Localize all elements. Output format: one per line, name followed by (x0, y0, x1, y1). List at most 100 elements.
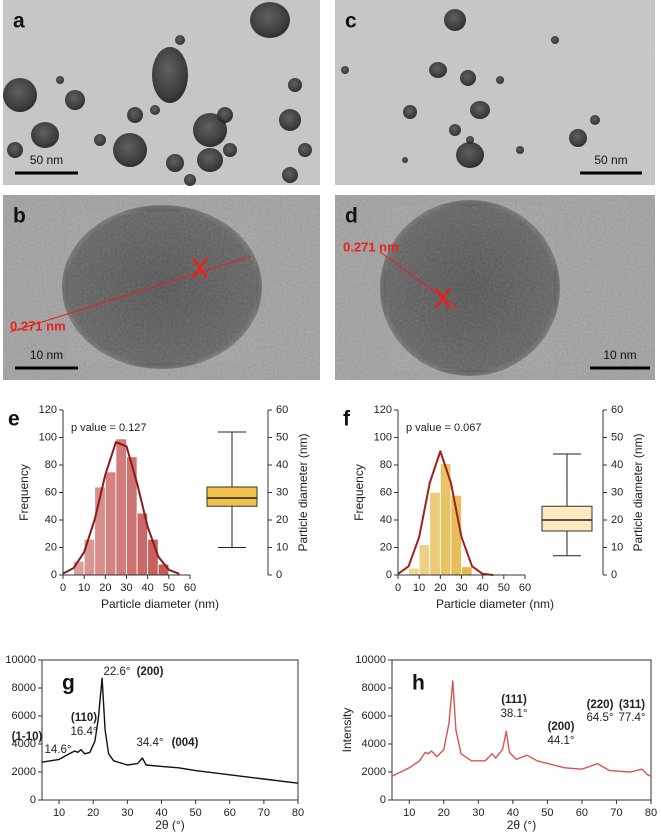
x-tick-label: 0 (395, 582, 401, 594)
y-tick-label: 80 (380, 459, 392, 471)
nanoparticle (94, 134, 106, 146)
nanoparticle (298, 143, 312, 157)
y2-axis-title: Particle diameter (nm) (631, 433, 645, 551)
x-tick-label: 80 (645, 807, 657, 819)
y-tick-label: 100 (39, 431, 57, 443)
x-tick-label: 50 (189, 807, 201, 819)
y2-tick-label: 20 (276, 514, 288, 526)
x-tick-label: 20 (87, 807, 99, 819)
histogram-bar (104, 471, 117, 576)
nanoparticle (193, 113, 227, 147)
y2-tick-label: 60 (276, 404, 288, 416)
p-value: p value = 0.067 (406, 422, 482, 434)
y2-tick-label: 30 (611, 486, 623, 498)
nanoparticle (429, 62, 447, 78)
x-tick-label: 20 (438, 807, 450, 819)
histogram-bar (461, 566, 473, 576)
x-tick-label: 50 (541, 807, 553, 819)
peak-annotation: (1-10) (12, 731, 43, 743)
xrd-line (391, 680, 652, 777)
nanoparticle (223, 143, 237, 157)
nanoparticle (150, 105, 160, 115)
y-tick-label: 100 (374, 431, 392, 443)
y-tick-label: 0 (380, 794, 386, 806)
plot-frame (41, 659, 299, 801)
lattice-spacing: 0.271 nm (10, 318, 66, 333)
panel-label: c (345, 10, 357, 33)
lattice-line (9, 255, 253, 333)
nanoparticle-texture (386, 206, 554, 370)
peak-annotation: (200) (137, 666, 164, 678)
nanoparticle (282, 167, 298, 183)
y2-axis-title: Particle diameter (nm) (296, 433, 310, 551)
y-tick-label: 60 (45, 486, 57, 498)
x-axis-title: Particle diameter (nm) (436, 597, 554, 611)
scale-bar-label: 10 nm (603, 348, 636, 362)
y2-tick-label: 0 (276, 569, 282, 581)
plot-frame (391, 659, 652, 801)
nanoparticle (279, 109, 301, 131)
y-tick-label: 60 (380, 486, 392, 498)
nanoparticle (444, 9, 466, 31)
nanoparticle (175, 35, 185, 45)
x-tick-label: 40 (477, 582, 489, 594)
y-tick-label: 6000 (12, 710, 36, 722)
box (541, 505, 593, 532)
x-tick-label: 10 (78, 582, 90, 594)
x-tick-label: 0 (60, 582, 66, 594)
y2-tick-label: 0 (611, 569, 617, 581)
y-axis-title: Frequency (352, 464, 366, 521)
y2-tick-label: 30 (276, 486, 288, 498)
y-tick-label: 0 (51, 569, 57, 581)
histogram-bar (429, 492, 441, 576)
nanoparticle (166, 154, 184, 172)
panel-label: e (8, 408, 20, 431)
nanoparticle-texture (68, 211, 256, 363)
y-tick-label: 6000 (362, 710, 386, 722)
nanoparticle (341, 66, 349, 74)
fit-curve (397, 450, 494, 576)
x-tick-label: 30 (120, 582, 132, 594)
y-tick-label: 10000 (355, 654, 386, 666)
nanoparticle (56, 76, 64, 84)
x-tick-label: 50 (163, 582, 175, 594)
x-tick-label: 30 (455, 582, 467, 594)
peak-annotation: (311) (619, 699, 645, 711)
y-tick-label: 20 (380, 541, 392, 553)
peak-annotation: (220) (587, 699, 614, 711)
y-tick-label: 0 (30, 794, 36, 806)
histogram-bar (408, 567, 420, 576)
peak-annotation: 16.4° (71, 726, 98, 738)
scale-bar-label: 50 nm (30, 153, 63, 167)
x-tick-label: 30 (121, 807, 133, 819)
nanoparticle (516, 146, 524, 154)
x-axis-title: 2θ (°) (155, 818, 184, 832)
peak-annotation: 77.4° (619, 712, 646, 724)
nanoparticle (288, 78, 302, 92)
nanoparticle (31, 122, 59, 148)
x-tick-label: 40 (507, 807, 519, 819)
nanoparticle (402, 157, 408, 163)
nanoparticle (65, 90, 85, 110)
x-tick-label: 60 (224, 807, 236, 819)
peak-annotation: (110) (71, 712, 97, 724)
x-tick-label: 20 (434, 582, 446, 594)
y2-tick-label: 40 (611, 459, 623, 471)
y2-tick-label: 20 (611, 514, 623, 526)
y-tick-label: 120 (39, 404, 57, 416)
x-axis-title: 2θ (°) (507, 818, 536, 832)
y-tick-label: 4000 (12, 738, 36, 750)
nanoparticle (449, 124, 461, 136)
y-tick-label: 120 (374, 404, 392, 416)
p-value: p value = 0.127 (71, 422, 147, 434)
y-tick-label: 20 (45, 541, 57, 553)
x-tick-label: 10 (403, 807, 415, 819)
nanoparticle (590, 115, 600, 125)
micrograph-texture (335, 0, 655, 185)
x-axis-title: Particle diameter (nm) (101, 597, 219, 611)
nanoparticle (551, 36, 559, 44)
x-tick-label: 70 (258, 807, 270, 819)
peak-annotation: 14.6° (45, 744, 72, 756)
panel-label: f (343, 408, 351, 431)
x-tick-label: 60 (576, 807, 588, 819)
